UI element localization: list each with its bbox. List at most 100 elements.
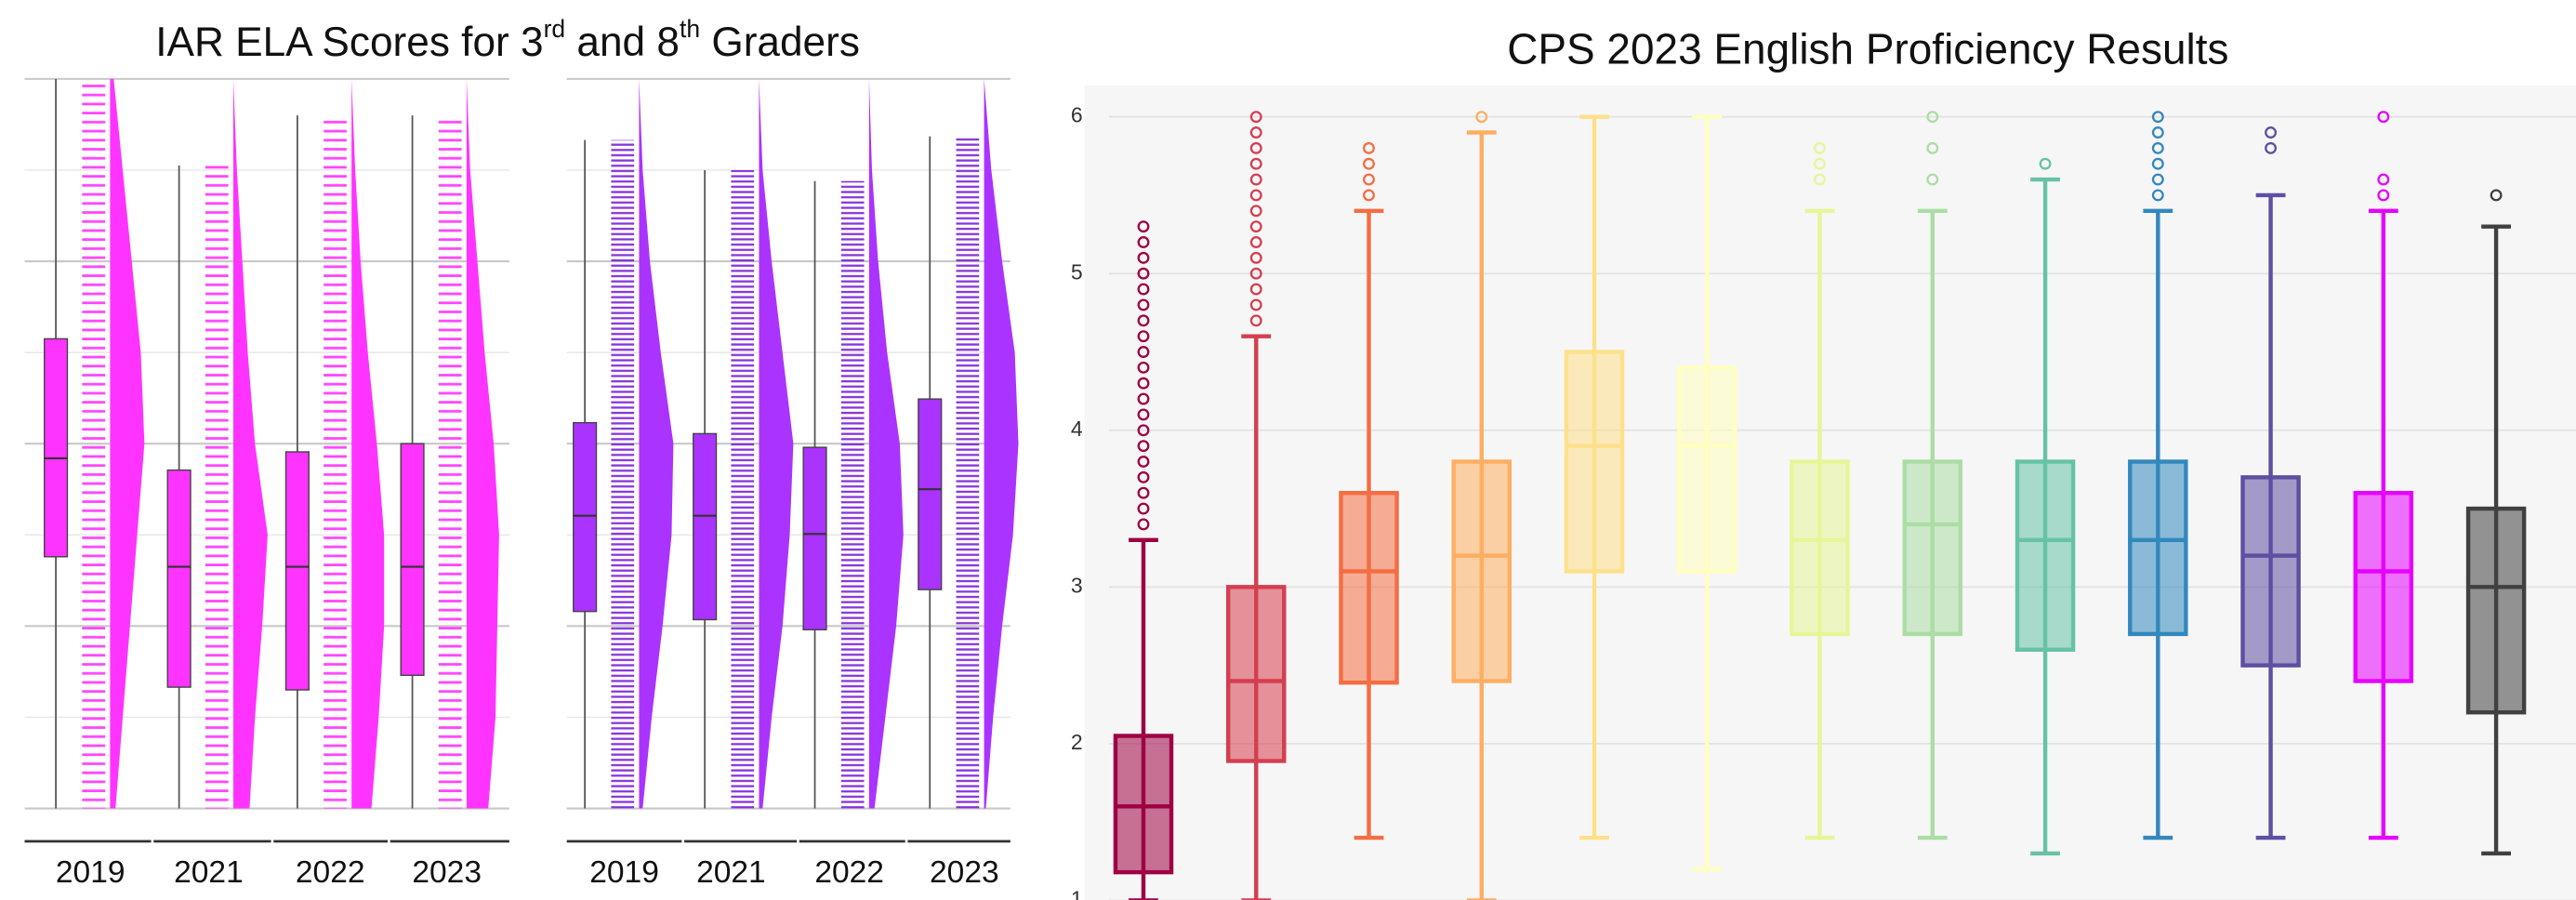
- outlier: [1137, 408, 1150, 421]
- y-tick-label: 4: [1071, 417, 1083, 441]
- outlier: [1814, 173, 1826, 186]
- outlier: [2151, 189, 2164, 202]
- outlier: [1249, 298, 1262, 311]
- outlier: [1137, 502, 1150, 515]
- box: [1902, 459, 1963, 637]
- box: [2128, 459, 2188, 637]
- box: [918, 398, 943, 590]
- x-tick-label: 2021: [696, 855, 766, 890]
- y-tick-label: 6: [1071, 103, 1083, 127]
- outlier: [2151, 141, 2164, 154]
- box: [2240, 475, 2301, 668]
- outlier: [2377, 189, 2390, 202]
- density-cloud: [466, 78, 499, 809]
- outlier: [1249, 205, 1262, 218]
- outlier: [1249, 220, 1262, 233]
- box: [1564, 350, 1625, 574]
- outlier: [1249, 267, 1262, 280]
- outlier: [1363, 157, 1375, 170]
- box: [44, 338, 69, 558]
- box: [1339, 491, 1399, 685]
- box: [2465, 506, 2527, 715]
- box: [2015, 459, 2076, 652]
- box: [284, 451, 310, 691]
- box: [400, 443, 425, 677]
- point-strip: [611, 139, 635, 809]
- outlier: [1137, 283, 1150, 296]
- density-cloud: [110, 78, 145, 809]
- point-strip: [205, 165, 229, 809]
- chart-title: IAR ELA Scores for 3rd and 8th Graders: [155, 15, 860, 65]
- title-run: th: [680, 15, 700, 43]
- outlier: [1249, 236, 1262, 248]
- outlier: [1137, 346, 1150, 358]
- outlier: [1249, 157, 1262, 170]
- point-strip: [82, 78, 106, 809]
- box: [2353, 491, 2414, 683]
- title-run: IAR ELA Scores for 3: [155, 19, 543, 64]
- outlier: [2151, 126, 2164, 139]
- outlier: [1137, 392, 1150, 405]
- density-cloud: [639, 78, 674, 809]
- outlier: [1249, 251, 1262, 264]
- box: [1451, 459, 1513, 683]
- outlier: [1249, 189, 1262, 202]
- outlier: [1249, 141, 1262, 154]
- outlier: [1249, 314, 1262, 327]
- outlier: [1814, 141, 1826, 154]
- outlier: [1814, 157, 1826, 170]
- y-tick-label: 1: [1071, 887, 1083, 900]
- outlier: [1363, 173, 1375, 186]
- outlier: [1137, 518, 1150, 531]
- y-tick-label: 2: [1071, 730, 1083, 754]
- point-strip: [840, 180, 865, 809]
- outlier: [1249, 283, 1262, 296]
- outlier: [1137, 314, 1150, 327]
- box: [1225, 585, 1287, 763]
- outlier: [1137, 440, 1150, 453]
- point-strip: [956, 136, 980, 809]
- box: [1113, 734, 1174, 875]
- outlier: [1363, 189, 1375, 202]
- outlier: [1137, 251, 1150, 264]
- outlier: [2377, 173, 2390, 186]
- y-tick-label: 5: [1071, 259, 1083, 284]
- density-cloud: [984, 78, 1019, 809]
- outlier: [2151, 111, 2164, 124]
- outlier: [1137, 267, 1150, 280]
- outlier: [1137, 220, 1150, 233]
- outlier: [1137, 298, 1150, 311]
- box: [693, 432, 718, 621]
- outlier: [2265, 141, 2278, 154]
- chart-title: CPS 2023 English Proficiency Results: [1507, 25, 2228, 73]
- outlier: [1249, 111, 1262, 124]
- box: [1677, 365, 1737, 574]
- x-tick-label: 2019: [56, 855, 125, 890]
- outlier: [2377, 111, 2390, 124]
- density-cloud: [868, 78, 904, 809]
- outlier: [1249, 126, 1262, 139]
- point-strip: [324, 115, 347, 809]
- density-cloud: [351, 78, 385, 809]
- outlier: [2039, 157, 2052, 170]
- outlier: [1475, 111, 1488, 124]
- x-tick-label: 2019: [589, 855, 659, 890]
- outlier: [1363, 141, 1375, 154]
- outlier: [1137, 236, 1150, 248]
- title-run: Graders: [700, 19, 860, 64]
- density-cloud: [759, 78, 794, 809]
- x-tick-label: 2021: [174, 855, 244, 890]
- x-tick-label: 2022: [296, 855, 365, 890]
- outlier: [1137, 424, 1150, 437]
- x-tick-label: 2023: [412, 855, 482, 890]
- point-strip: [438, 115, 462, 809]
- outlier: [1137, 456, 1150, 468]
- density-cloud: [232, 78, 268, 809]
- outlier: [2151, 157, 2164, 170]
- outlier: [1926, 141, 1939, 154]
- outlier: [1926, 111, 1939, 124]
- outlier: [1137, 486, 1150, 499]
- title-run: rd: [544, 15, 566, 43]
- outlier: [2151, 173, 2164, 186]
